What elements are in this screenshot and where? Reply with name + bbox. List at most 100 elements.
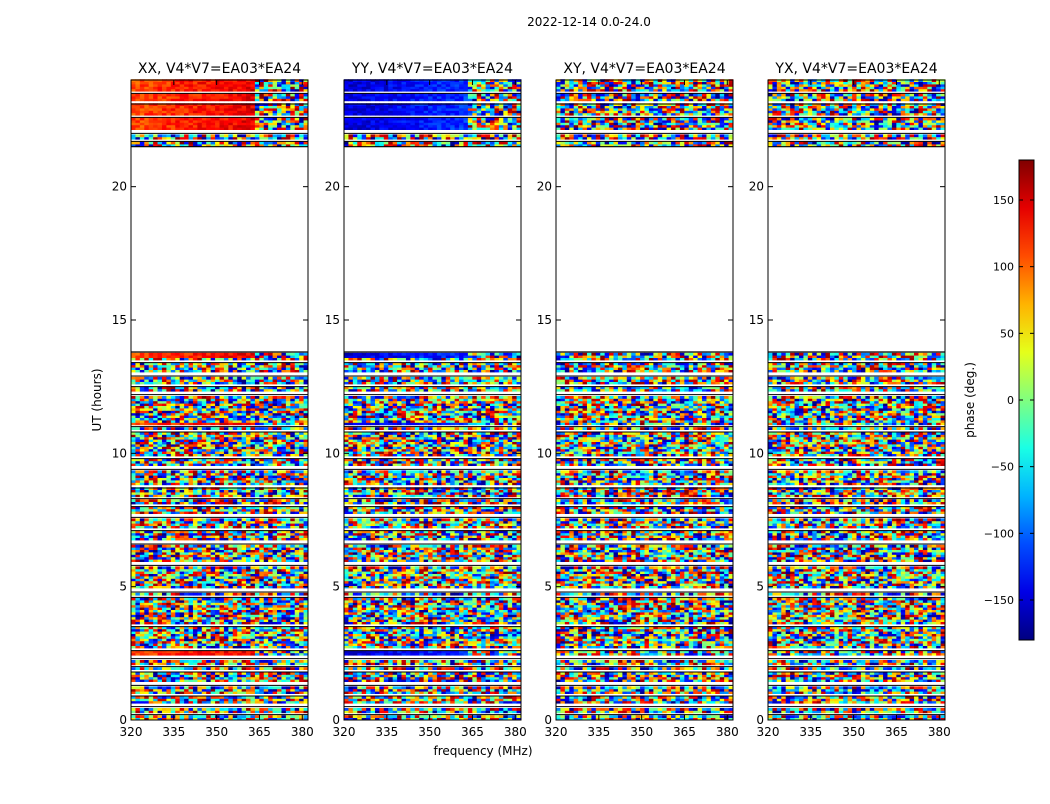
heatmap-cell	[170, 446, 176, 450]
heatmap-cell	[192, 638, 198, 642]
heatmap-cell	[175, 499, 181, 502]
heatmap-cell	[161, 376, 167, 380]
heatmap-cell	[254, 672, 260, 675]
heatmap-cell	[188, 626, 194, 630]
heatmap-cell	[268, 530, 273, 534]
heatmap-cell	[179, 650, 185, 654]
heatmap-cell	[206, 676, 212, 680]
heatmap-cell	[170, 621, 176, 625]
heatmap-cell	[228, 628, 234, 632]
heatmap-cell	[241, 638, 247, 642]
heatmap-cell	[232, 134, 238, 138]
heatmap-cell	[148, 583, 154, 586]
heatmap-cell	[175, 566, 181, 570]
heatmap-cell	[184, 355, 189, 358]
heatmap-cell	[197, 141, 203, 145]
heatmap-cell	[285, 432, 291, 435]
heatmap-cell	[206, 602, 212, 606]
heatmap-cell	[268, 602, 273, 606]
heatmap-cell	[246, 576, 251, 579]
heatmap-cell	[285, 717, 291, 721]
heatmap-cell	[139, 376, 145, 380]
heatmap-cell	[179, 410, 185, 414]
heatmap-cell	[206, 436, 212, 440]
heatmap-cell	[228, 667, 234, 670]
heatmap-cell	[285, 412, 291, 416]
heatmap-cell	[215, 410, 220, 414]
heatmap-cell	[232, 415, 238, 418]
heatmap-cell	[153, 597, 158, 601]
heatmap-cell	[254, 619, 260, 622]
heatmap-cell	[223, 494, 229, 498]
heatmap-cell	[268, 444, 273, 447]
heatmap-cell	[259, 432, 265, 435]
heatmap-cell	[166, 643, 172, 646]
heatmap-cell	[170, 640, 176, 644]
heatmap-cell	[228, 436, 234, 440]
heatmap-cell	[250, 487, 256, 490]
heatmap-cell	[254, 660, 260, 663]
heatmap-cell	[277, 352, 282, 356]
heatmap-cell	[206, 523, 212, 526]
heatmap-cell	[206, 520, 212, 524]
heatmap-cell	[254, 403, 260, 406]
heatmap-cell	[263, 547, 269, 550]
heatmap-cell	[144, 403, 150, 406]
heatmap-cell	[219, 451, 225, 454]
heatmap-cell	[201, 583, 207, 586]
heatmap-cell	[254, 626, 260, 630]
heatmap-cell	[135, 408, 141, 411]
heatmap-cell	[175, 717, 181, 721]
heatmap-cell	[144, 415, 150, 418]
heatmap-cell	[250, 520, 256, 524]
heatmap-cell	[299, 144, 304, 147]
heatmap-cell	[246, 396, 251, 399]
heatmap-cell	[290, 717, 296, 721]
heatmap-cell	[254, 494, 260, 498]
heatmap-cell	[188, 122, 194, 126]
heatmap-cell	[241, 122, 247, 126]
heatmap-cell	[246, 127, 251, 130]
heatmap-cell	[272, 662, 278, 666]
heatmap-cell	[157, 352, 163, 356]
heatmap-cell	[170, 717, 176, 721]
heatmap-cell	[184, 487, 189, 490]
heatmap-cell	[223, 420, 229, 423]
heatmap-cell	[153, 376, 158, 380]
heatmap-cell	[192, 386, 198, 390]
heatmap-cell	[254, 127, 260, 130]
heatmap-cell	[131, 520, 136, 524]
heatmap-cell	[254, 686, 260, 690]
heatmap-cell	[268, 556, 273, 560]
heatmap-cell	[272, 127, 278, 130]
heatmap-cell	[237, 436, 243, 440]
heatmap-cell	[166, 144, 172, 147]
heatmap-cell	[170, 708, 176, 711]
heatmap-cell	[197, 463, 203, 466]
heatmap-cell	[219, 355, 225, 358]
heatmap-cell	[303, 427, 309, 430]
heatmap-cell	[246, 552, 251, 555]
heatmap-cell	[175, 523, 181, 526]
heatmap-cell	[290, 676, 296, 680]
heatmap-cell	[184, 420, 189, 423]
heatmap-cell	[263, 717, 269, 721]
heatmap-cell	[166, 446, 172, 450]
heatmap-cell	[299, 576, 304, 579]
heatmap-cell	[179, 676, 185, 680]
heatmap-cell	[290, 480, 296, 483]
heatmap-cell	[272, 412, 278, 416]
heatmap-cell	[153, 672, 158, 675]
heatmap-cell	[259, 607, 265, 610]
heatmap-cell	[197, 679, 203, 682]
heatmap-cell	[223, 477, 229, 481]
heatmap-cell	[188, 364, 194, 368]
heatmap-cell	[290, 576, 296, 579]
heatmap-cell	[250, 422, 256, 426]
heatmap-cell	[201, 530, 207, 534]
heatmap-cell	[241, 688, 247, 692]
heatmap-cell	[215, 506, 220, 510]
heatmap-cell	[219, 686, 225, 690]
heatmap-cell	[250, 448, 256, 452]
heatmap-cell	[290, 364, 296, 368]
